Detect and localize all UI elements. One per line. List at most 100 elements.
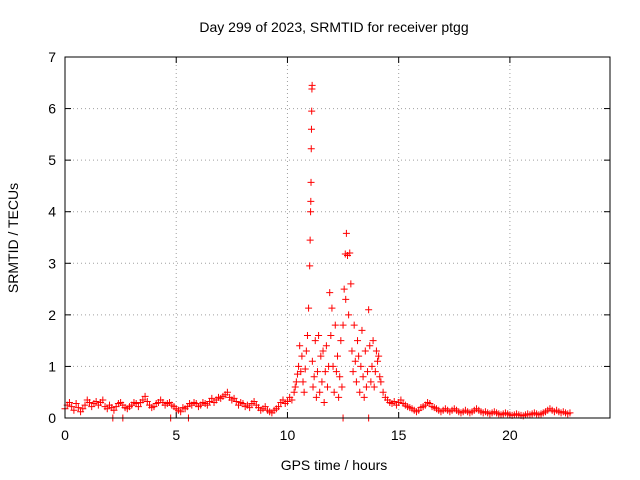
data-point bbox=[275, 403, 283, 411]
data-point bbox=[208, 394, 216, 402]
data-point bbox=[70, 406, 78, 414]
data-point bbox=[99, 396, 107, 404]
data-point bbox=[312, 393, 320, 401]
data-point bbox=[309, 383, 317, 391]
data-point bbox=[376, 373, 384, 381]
data-point bbox=[261, 403, 269, 411]
data-point bbox=[371, 368, 379, 376]
data-point bbox=[177, 408, 185, 416]
data-point bbox=[203, 401, 211, 409]
data-points bbox=[61, 81, 574, 422]
data-point bbox=[292, 378, 300, 386]
data-point bbox=[354, 337, 362, 345]
data-point bbox=[339, 321, 347, 329]
data-point bbox=[65, 399, 73, 407]
data-point bbox=[296, 342, 304, 350]
data-point bbox=[316, 388, 324, 396]
data-point bbox=[321, 368, 329, 376]
data-point bbox=[72, 400, 80, 408]
data-point bbox=[308, 107, 316, 115]
data-point bbox=[372, 347, 380, 355]
data-point bbox=[362, 383, 370, 391]
x-tick-label: 20 bbox=[502, 427, 518, 443]
data-point bbox=[307, 178, 315, 186]
data-point bbox=[334, 352, 341, 360]
data-point bbox=[338, 383, 346, 391]
data-point bbox=[323, 383, 331, 391]
data-point bbox=[369, 337, 377, 345]
data-point bbox=[300, 388, 308, 396]
data-point bbox=[92, 397, 100, 405]
data-point bbox=[358, 326, 366, 334]
plot-frame bbox=[64, 56, 611, 419]
data-point bbox=[303, 331, 311, 339]
data-point bbox=[141, 392, 149, 400]
data-point bbox=[335, 393, 343, 401]
data-point bbox=[313, 368, 321, 376]
data-point bbox=[250, 397, 258, 405]
data-point bbox=[290, 388, 298, 396]
data-point bbox=[356, 388, 364, 396]
data-point bbox=[345, 311, 353, 319]
data-point bbox=[367, 378, 375, 386]
data-point bbox=[375, 352, 383, 360]
data-point bbox=[331, 321, 339, 329]
data-point bbox=[328, 304, 336, 312]
data-point bbox=[332, 368, 340, 376]
data-point bbox=[364, 368, 372, 376]
data-point bbox=[319, 347, 327, 355]
data-point bbox=[350, 321, 358, 329]
data-point bbox=[306, 262, 314, 270]
data-point bbox=[365, 306, 373, 314]
x-tick-label: 15 bbox=[391, 427, 407, 443]
data-point bbox=[366, 342, 374, 350]
data-point bbox=[311, 337, 319, 345]
data-point bbox=[110, 406, 118, 414]
chart-title: Day 299 of 2023, SRMTID for receiver ptg… bbox=[199, 19, 468, 35]
data-point bbox=[390, 397, 398, 405]
data-point bbox=[368, 362, 376, 370]
data-point bbox=[359, 373, 367, 381]
data-point bbox=[566, 409, 574, 417]
data-point bbox=[223, 388, 231, 396]
y-tick-label: 6 bbox=[48, 101, 56, 117]
data-point bbox=[306, 236, 314, 244]
data-point bbox=[326, 289, 334, 297]
data-point bbox=[351, 357, 359, 365]
y-axis-title: SRMTID / TECUs bbox=[5, 183, 21, 293]
y-tick-label: 2 bbox=[48, 307, 56, 323]
data-point bbox=[299, 378, 307, 386]
data-point bbox=[301, 365, 309, 373]
data-point bbox=[232, 397, 240, 405]
data-point bbox=[307, 145, 315, 153]
data-point bbox=[322, 342, 330, 350]
data-point bbox=[379, 388, 387, 396]
data-point bbox=[288, 396, 296, 404]
data-point bbox=[361, 347, 369, 355]
data-point bbox=[302, 347, 310, 355]
data-point bbox=[357, 362, 365, 370]
data-point bbox=[310, 373, 318, 381]
data-point bbox=[340, 285, 348, 293]
data-point bbox=[337, 337, 345, 345]
data-point bbox=[103, 405, 111, 413]
data-point bbox=[298, 352, 306, 360]
y-tick-label: 0 bbox=[48, 410, 56, 426]
data-point bbox=[330, 388, 338, 396]
x-tick-label: 10 bbox=[280, 427, 296, 443]
data-point bbox=[327, 331, 335, 339]
x-axis-title: GPS time / hours bbox=[281, 457, 388, 473]
data-point bbox=[279, 396, 287, 404]
data-point bbox=[377, 378, 385, 386]
data-point bbox=[342, 229, 350, 237]
data-point bbox=[291, 383, 299, 391]
data-point bbox=[374, 357, 382, 365]
data-point bbox=[246, 404, 254, 412]
data-point bbox=[305, 304, 313, 312]
data-point bbox=[349, 368, 357, 376]
data-point bbox=[139, 396, 147, 404]
data-point bbox=[360, 393, 368, 401]
grid-lines bbox=[65, 57, 610, 418]
data-point bbox=[79, 405, 87, 413]
